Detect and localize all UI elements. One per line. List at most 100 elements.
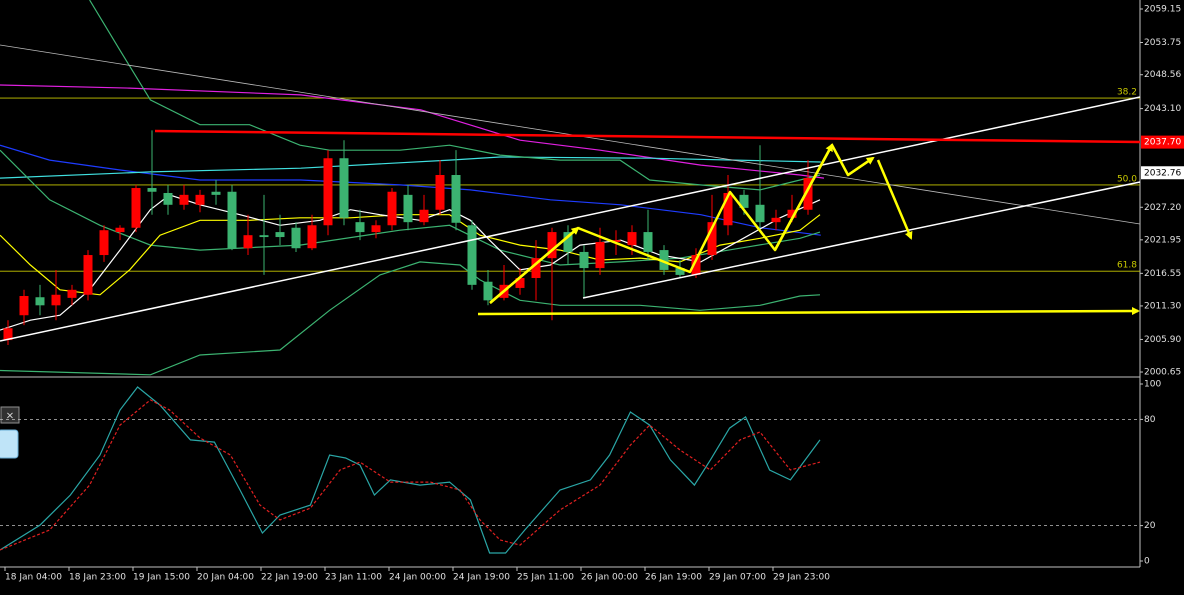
indicator-line bbox=[0, 84, 825, 179]
candle-body bbox=[755, 204, 765, 223]
candle-body bbox=[467, 225, 477, 285]
candle-body bbox=[179, 194, 189, 205]
x-tick-label: 26 Jan 00:00 bbox=[581, 573, 638, 583]
candle-body bbox=[147, 188, 157, 192]
candle-body bbox=[723, 192, 733, 226]
widget-button[interactable] bbox=[0, 429, 19, 459]
x-tick-label: 19 Jan 15:00 bbox=[133, 573, 190, 583]
y-tick-label: 0 bbox=[1144, 557, 1150, 567]
candle-body bbox=[339, 158, 349, 218]
projection-arrow bbox=[876, 159, 913, 240]
y-tick-label: 2059.15 bbox=[1144, 4, 1181, 14]
candle-body bbox=[355, 222, 365, 233]
candle-body bbox=[3, 328, 13, 341]
candle-body bbox=[35, 297, 45, 306]
resistance-line bbox=[154, 129, 1141, 144]
candle-body bbox=[371, 225, 381, 233]
candle-body bbox=[259, 235, 269, 238]
candle-body bbox=[67, 289, 77, 298]
candle-body bbox=[83, 255, 93, 295]
y-tick-label: 80 bbox=[1144, 415, 1156, 425]
fib-label: 61.8 bbox=[1117, 261, 1137, 271]
level-label: 2037.70 bbox=[1144, 138, 1181, 148]
candle-body bbox=[803, 178, 813, 210]
x-tick-label: 18 Jan 04:00 bbox=[5, 573, 62, 583]
candle-body bbox=[243, 235, 253, 249]
y-tick-label: 2043.10 bbox=[1144, 104, 1181, 114]
candle-body bbox=[563, 232, 573, 252]
candle-body bbox=[211, 191, 221, 195]
candle-body bbox=[595, 242, 605, 269]
x-tick-label: 29 Jan 07:00 bbox=[709, 573, 766, 583]
x-tick-label: 24 Jan 19:00 bbox=[453, 573, 510, 583]
y-tick-label: 100 bbox=[1144, 380, 1161, 390]
candle-body bbox=[227, 191, 237, 249]
y-tick-label: 2021.95 bbox=[1144, 235, 1181, 245]
projection-arrow bbox=[773, 143, 834, 251]
candle-body bbox=[99, 230, 109, 256]
projection-arrow bbox=[847, 156, 875, 177]
bid-box bbox=[1141, 166, 1184, 180]
indicator-line bbox=[0, 144, 821, 236]
candle-body bbox=[659, 250, 669, 270]
x-tick-label: 25 Jan 11:00 bbox=[517, 573, 574, 583]
y-tick-label: 2005.90 bbox=[1144, 335, 1181, 345]
candle-body bbox=[579, 251, 589, 269]
candle-body bbox=[323, 158, 333, 226]
candle-body bbox=[627, 232, 637, 246]
projection-arrow bbox=[489, 226, 580, 304]
y-tick-label: 2027.20 bbox=[1144, 203, 1181, 213]
fib-label: 38.2 bbox=[1117, 88, 1137, 98]
x-tick-label: 20 Jan 04:00 bbox=[197, 573, 254, 583]
candle-body bbox=[131, 188, 141, 228]
candle-body bbox=[435, 174, 445, 210]
candle-body bbox=[787, 209, 797, 218]
candle-body bbox=[307, 225, 317, 249]
y-tick-label: 2011.30 bbox=[1144, 301, 1181, 311]
candle-body bbox=[531, 258, 541, 279]
y-tick-label: 2048.56 bbox=[1144, 70, 1181, 80]
candle-body bbox=[707, 222, 717, 256]
fib-label: 50.0 bbox=[1117, 174, 1137, 184]
channel-line bbox=[0, 96, 1141, 342]
y-tick-label: 2000.65 bbox=[1144, 368, 1181, 378]
support-line bbox=[477, 307, 1140, 316]
y-tick-label: 2016.55 bbox=[1144, 269, 1181, 279]
x-tick-label: 18 Jan 23:00 bbox=[69, 573, 126, 583]
y-tick-label: 2053.75 bbox=[1144, 38, 1181, 48]
candle-body bbox=[115, 227, 125, 233]
candle-body bbox=[739, 194, 749, 208]
candle-body bbox=[51, 294, 61, 306]
candle-body bbox=[643, 232, 653, 252]
x-tick-label: 29 Jan 23:00 bbox=[773, 573, 830, 583]
level-label-box bbox=[1141, 135, 1184, 149]
bid-label: 2032.76 bbox=[1144, 168, 1181, 178]
drawings bbox=[0, 44, 1141, 342]
candle-body bbox=[195, 194, 205, 205]
candle-body bbox=[691, 255, 701, 275]
y-tick-label: 20 bbox=[1144, 521, 1156, 531]
x-tick-label: 22 Jan 19:00 bbox=[261, 573, 318, 583]
candle-body bbox=[771, 217, 781, 223]
candle-body bbox=[19, 296, 29, 316]
indicator-line bbox=[0, 156, 821, 179]
x-tick-label: 26 Jan 19:00 bbox=[645, 573, 702, 583]
candle-body bbox=[515, 278, 525, 288]
candle-body bbox=[547, 232, 557, 259]
x-tick-label: 23 Jan 11:00 bbox=[325, 573, 382, 583]
channel-line bbox=[582, 181, 1141, 299]
indicator-widget: × bbox=[0, 406, 20, 459]
candle-body bbox=[675, 268, 685, 275]
candle-body bbox=[419, 209, 429, 223]
candle-body bbox=[403, 194, 413, 223]
candle-body bbox=[163, 192, 173, 205]
candle-body bbox=[483, 281, 493, 301]
close-button[interactable]: × bbox=[6, 411, 14, 422]
candle-body bbox=[387, 191, 397, 226]
candle-body bbox=[611, 240, 621, 243]
projection-path bbox=[489, 143, 874, 304]
candle-body bbox=[451, 174, 461, 223]
